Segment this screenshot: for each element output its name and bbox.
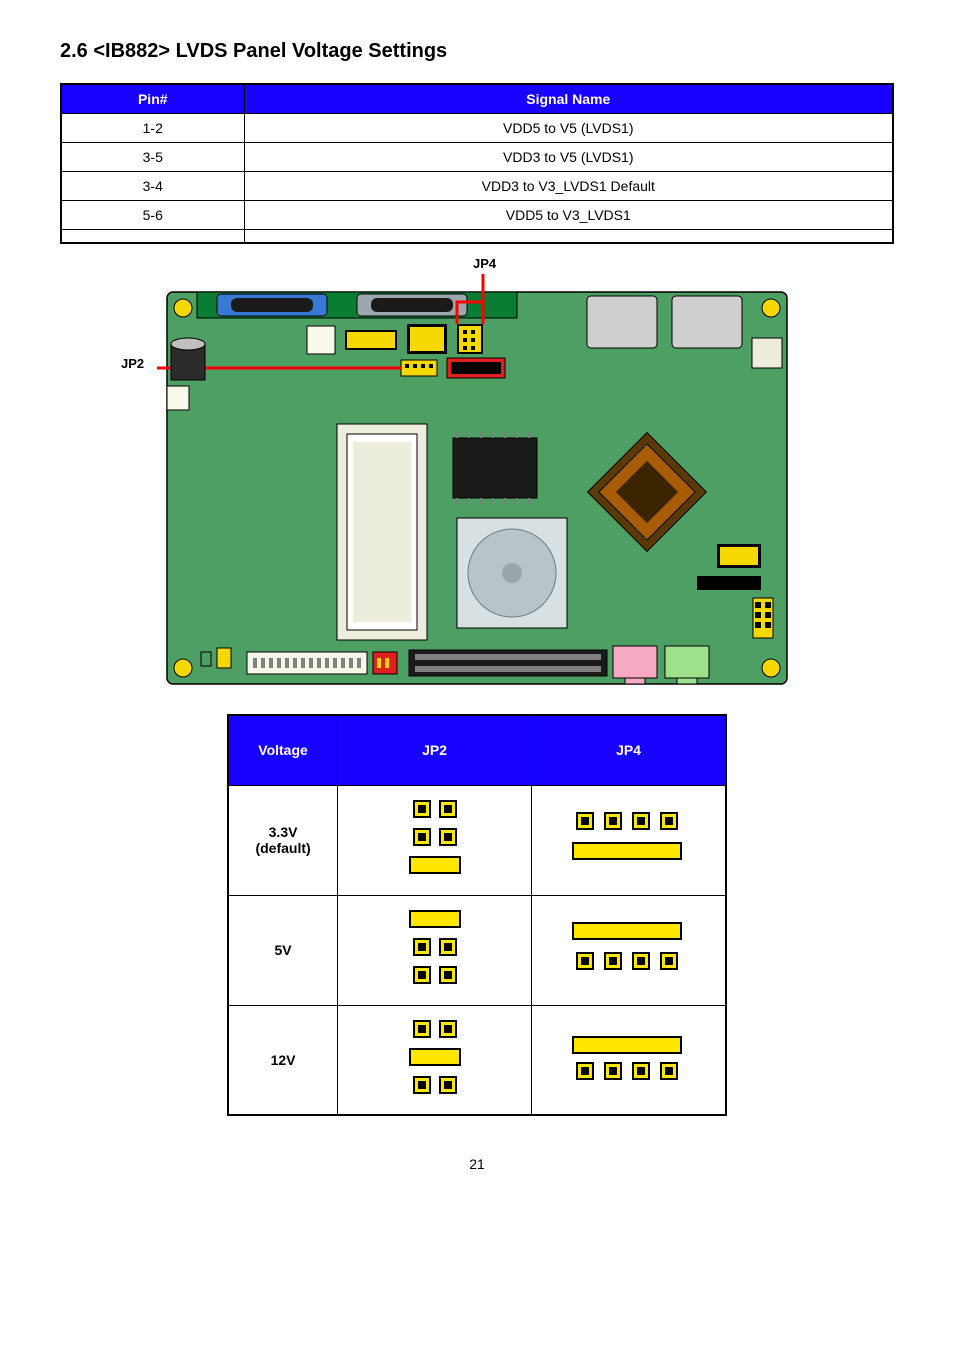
table-row: 3-4 VDD3 to V3_LVDS1 Default <box>61 172 893 201</box>
signal-cell: VDD3 to V5 (LVDS1) <box>244 143 893 172</box>
pin-table-header-signal: Signal Name <box>244 84 893 114</box>
voltage-cell: 12V <box>228 1005 338 1115</box>
jumper-header-jp4: JP4 <box>532 715 726 785</box>
pin-cell <box>61 230 244 244</box>
jp4-diagram-cell <box>532 895 726 1005</box>
table-row: 3-5 VDD3 to V5 (LVDS1) <box>61 143 893 172</box>
voltage-cell: 3.3V(default) <box>228 785 338 895</box>
jumper-row: 5V <box>228 895 726 1005</box>
board-svg <box>157 274 797 694</box>
jp2-diagram-cell <box>338 895 532 1005</box>
callout-jp4: JP4 <box>473 256 496 271</box>
pin-cell: 3-4 <box>61 172 244 201</box>
pin-cell: 3-5 <box>61 143 244 172</box>
jumper-row: 3.3V(default) <box>228 785 726 895</box>
pin-cell: 1-2 <box>61 114 244 143</box>
signal-cell: VDD3 to V3_LVDS1 Default <box>244 172 893 201</box>
table-row: 5-6 VDD5 to V3_LVDS1 <box>61 201 893 230</box>
jp2-diagram-cell <box>338 785 532 895</box>
pin-table-header-pin: Pin# <box>61 84 244 114</box>
signal-cell: VDD5 to V5 (LVDS1) <box>244 114 893 143</box>
callout-jp2: JP2 <box>121 356 144 371</box>
pin-assignment-table: Pin# Signal Name 1-2 VDD5 to V5 (LVDS1) … <box>60 83 894 244</box>
jumper-header-voltage: Voltage <box>228 715 338 785</box>
jumper-settings-table: Voltage JP2 JP4 3.3V(default)5V12V <box>227 714 727 1116</box>
board-diagram-container: JP2 JP4 <box>157 274 797 694</box>
jumper-row: 12V <box>228 1005 726 1115</box>
table-row: 1-2 VDD5 to V5 (LVDS1) <box>61 114 893 143</box>
jumper-header-jp2: JP2 <box>338 715 532 785</box>
page-number: 21 <box>60 1156 894 1172</box>
signal-cell <box>244 230 893 244</box>
signal-cell: VDD5 to V3_LVDS1 <box>244 201 893 230</box>
section-title: 2.6 <IB882> LVDS Panel Voltage Settings <box>60 40 894 63</box>
pin-cell: 5-6 <box>61 201 244 230</box>
table-row <box>61 230 893 244</box>
jp4-diagram-cell <box>532 785 726 895</box>
voltage-cell: 5V <box>228 895 338 1005</box>
jp4-diagram-cell <box>532 1005 726 1115</box>
jp2-diagram-cell <box>338 1005 532 1115</box>
